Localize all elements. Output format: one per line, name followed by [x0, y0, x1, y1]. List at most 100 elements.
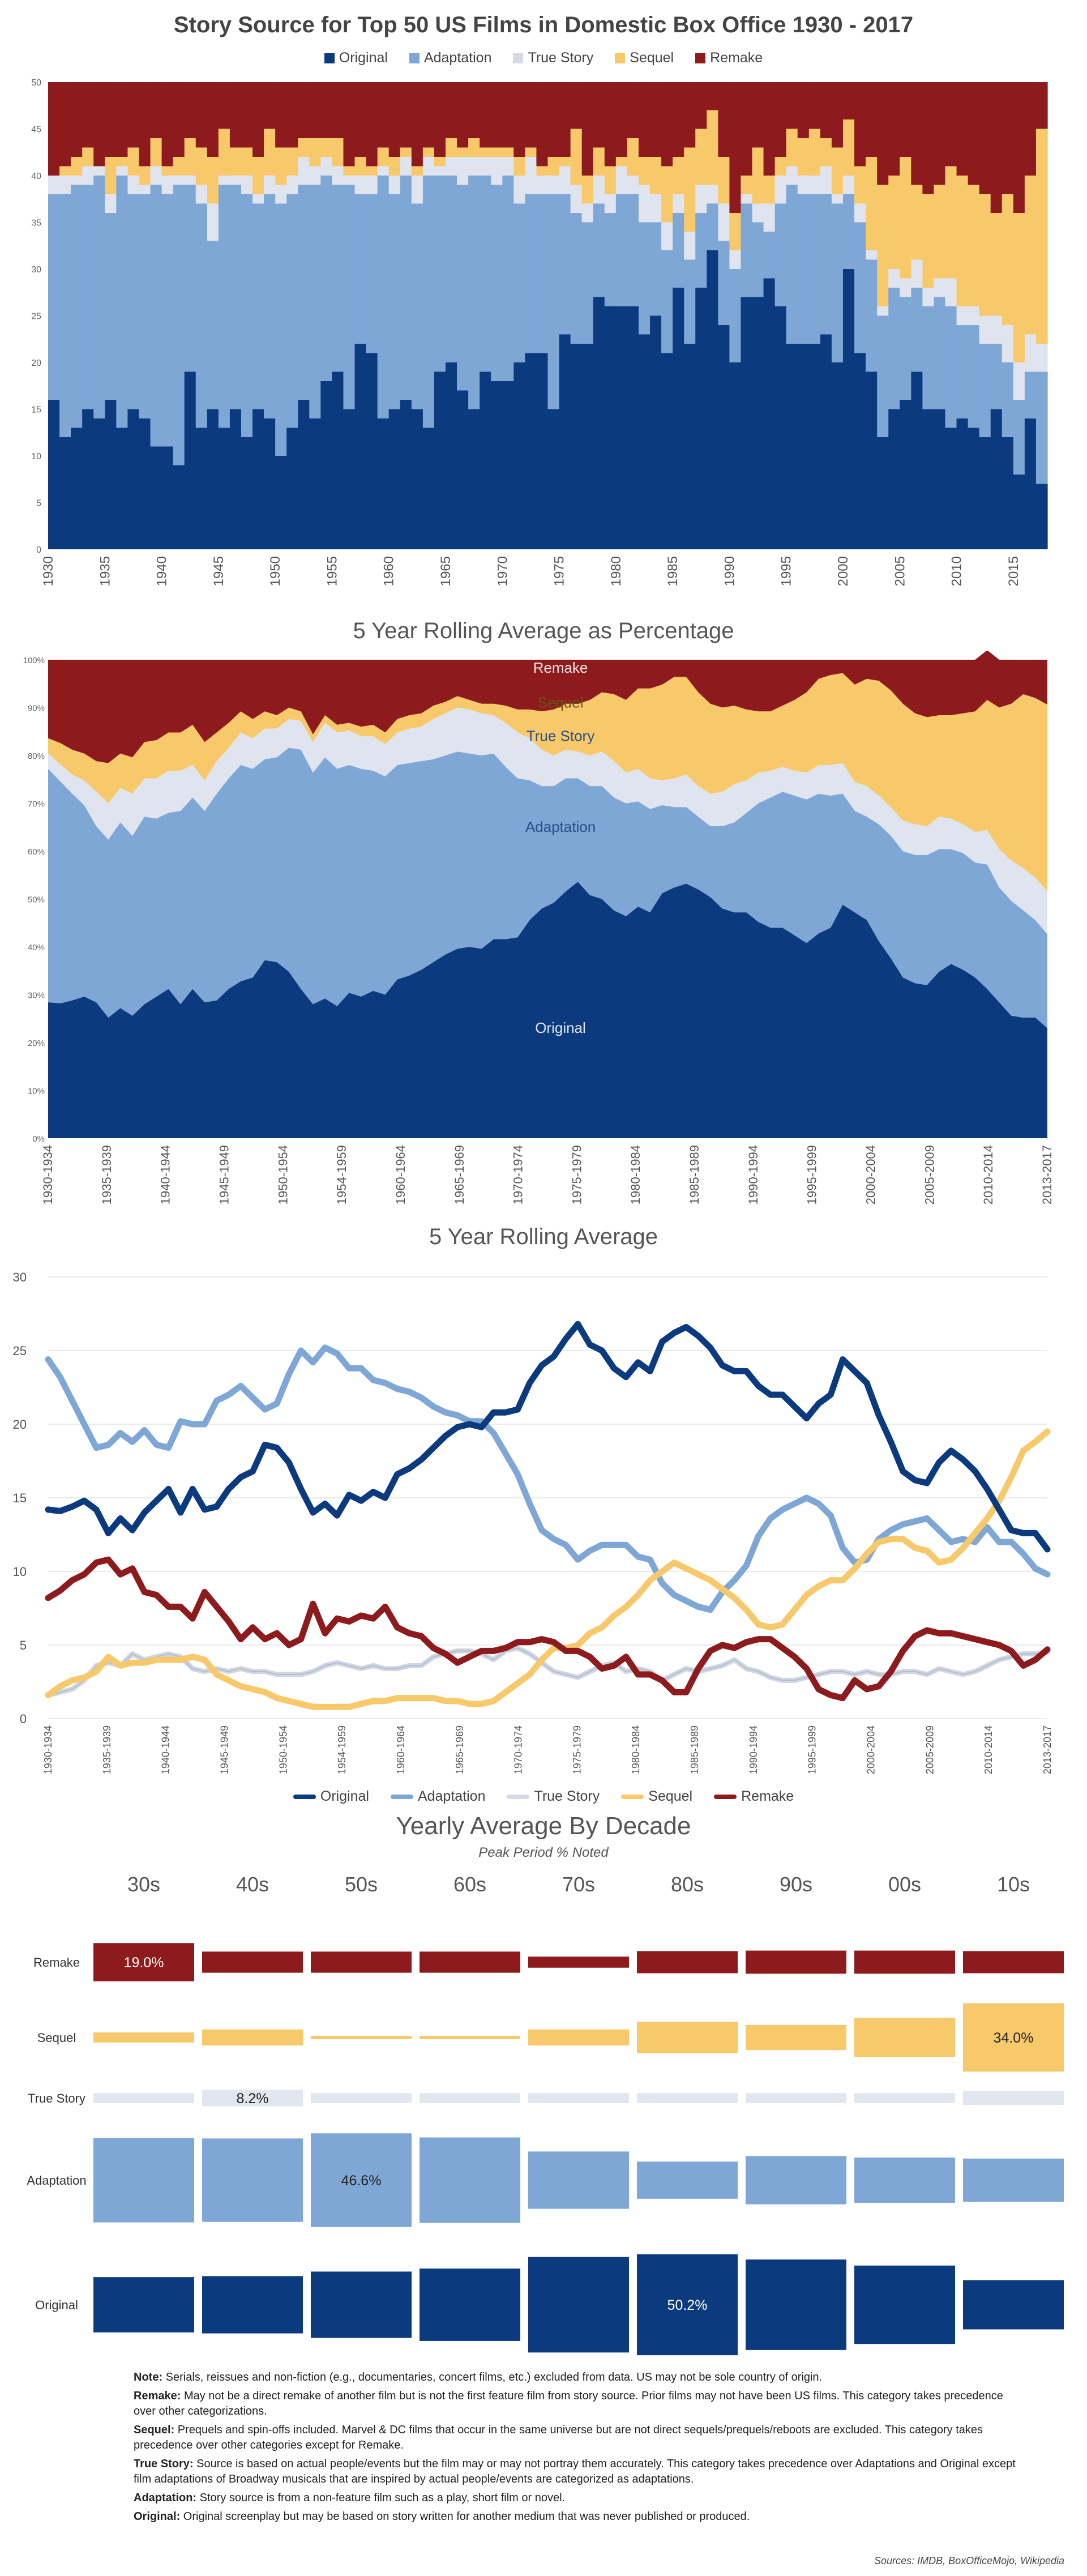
bar-segment-true-story: [173, 176, 185, 185]
x-tick-label: 1985-1989: [687, 1145, 701, 1204]
bar-segment-sequel: [139, 166, 151, 185]
bar-segment-remake: [320, 82, 333, 138]
bar-segment-original: [491, 381, 503, 549]
x-tick-label: 1995-1999: [805, 1145, 819, 1204]
bar-segment-sequel: [207, 157, 219, 204]
x-tick-label: 1975-1979: [571, 1725, 583, 1774]
bar-segment-remake: [48, 82, 60, 176]
bar-segment-true-story: [241, 176, 253, 194]
bar-segment-sequel: [718, 157, 730, 204]
row-label-remake: Remake: [33, 1955, 80, 1970]
note-paragraph: Original: Original screenplay but may be…: [134, 2509, 1017, 2524]
bar-segment-original: [638, 334, 651, 549]
row-label-true-story: True Story: [28, 2091, 85, 2105]
bar-segment-sequel: [1002, 194, 1014, 325]
x-tick-label: 1970: [495, 556, 510, 586]
decade-cell-adaptation: [963, 2158, 1064, 2202]
bar-segment-remake: [842, 82, 855, 119]
bar-segment-sequel: [684, 147, 696, 232]
bar-segment-adaptation: [264, 194, 276, 418]
note-paragraph: Note: Serials, reissues and non-fiction …: [134, 2370, 1017, 2385]
bar-segment-sequel: [707, 110, 718, 185]
bar-segment-true-story: [1002, 325, 1014, 362]
bar-segment-true-story: [457, 157, 469, 185]
decade-header: 90s: [780, 1873, 812, 1896]
bar-segment-remake: [661, 82, 673, 166]
legend-item-original: Original: [293, 1788, 369, 1805]
bar-segment-sequel: [922, 194, 935, 288]
bar-segment-remake: [559, 82, 571, 157]
bar-segment-remake: [332, 82, 344, 138]
bar-segment-sequel: [695, 129, 707, 185]
bar-segment-remake: [195, 82, 208, 148]
x-tick-label: 1965-1969: [454, 1725, 465, 1774]
bar-segment-adaptation: [71, 185, 83, 428]
bar-segment-original: [866, 371, 878, 549]
decade-cell-original: [528, 2257, 629, 2353]
bar-segment-remake: [377, 82, 390, 148]
legend-swatch: [324, 53, 335, 63]
bar-segment-original: [377, 418, 390, 549]
bar-segment-remake: [286, 82, 298, 148]
bar-segment-sequel: [377, 147, 390, 166]
axis-tick-label: 25: [13, 1344, 27, 1358]
bar-segment-sequel: [502, 147, 514, 157]
decade-header: 50s: [345, 1873, 378, 1896]
bar-segment-remake: [1002, 82, 1014, 194]
bar-segment-sequel: [820, 138, 832, 166]
bar-segment-true-story: [127, 176, 140, 194]
bar-segment-true-story: [877, 306, 889, 316]
x-tick-label: 1954-1959: [335, 1145, 349, 1204]
bar-segment-adaptation: [673, 213, 684, 288]
bar-segment-remake: [480, 82, 491, 148]
bar-segment-true-story: [388, 176, 401, 194]
area-sequel: [48, 673, 1047, 891]
x-tick-label: 2000-2004: [866, 1725, 877, 1774]
bar-segment-true-story: [195, 185, 208, 204]
bar-segment-adaptation: [797, 194, 810, 344]
bar-segment-adaptation: [570, 213, 583, 344]
bar-segment-adaptation: [275, 203, 287, 456]
bar-segment-adaptation: [911, 288, 923, 372]
bar-segment-sequel: [956, 176, 969, 306]
bar-segment-remake: [354, 82, 367, 157]
bar-segment-remake: [241, 82, 253, 148]
bar-segment-true-story: [763, 203, 776, 232]
bar-segment-sequel: [1035, 129, 1048, 344]
bar-segment-adaptation: [638, 222, 651, 335]
bar-segment-remake: [218, 82, 230, 129]
bar-segment-original: [298, 400, 310, 549]
decade-cell-original: [202, 2276, 303, 2334]
bar-segment-original: [105, 400, 117, 549]
x-tick-label: 1955: [324, 556, 340, 586]
bar-segment-original: [968, 428, 980, 549]
bar-segment-remake: [127, 82, 140, 148]
note-text: Prequels and spin-offs included. Marvel …: [134, 2424, 983, 2451]
x-tick-label: 1935-1939: [101, 1725, 113, 1774]
bar-segment-adaptation: [82, 185, 94, 409]
yearly-stacked-chart: 0 5 10 15 20 25 30 35 40 45 50 1930 1935 1940 1945 1950…: [31, 78, 1048, 586]
bar-segment-original: [1002, 437, 1014, 549]
legend-lines: Original Adaptation True Story Sequel Remake: [0, 1788, 1087, 1805]
note-text: Serials, reissues and non-fiction (e.g.,…: [162, 2371, 823, 2383]
bar-segment-true-story: [434, 166, 446, 176]
bar-segment-adaptation: [241, 194, 253, 437]
axis-tick-label: 20: [13, 1417, 27, 1432]
decade-cell-sequel: [528, 2029, 629, 2046]
axis-tick-label: 90%: [28, 704, 45, 714]
bar-segment-sequel: [445, 138, 457, 157]
legend-label: Sequel: [630, 50, 674, 66]
bar-segment-true-story: [945, 278, 957, 306]
x-tick-label: 2005: [892, 556, 908, 586]
bar-segment-true-story: [627, 176, 639, 194]
legend-label: Original: [339, 50, 388, 66]
bar-segment-original: [684, 344, 696, 549]
bar-segment-sequel: [866, 157, 878, 250]
bar-segment-adaptation: [581, 222, 594, 344]
bar-segment-true-story: [59, 176, 71, 194]
bar-segment-adaptation: [763, 232, 776, 279]
bar-segment-remake: [366, 82, 378, 166]
bar-segment-remake: [184, 82, 196, 138]
bar-segment-sequel: [229, 147, 242, 176]
bar-segment-remake: [741, 82, 753, 176]
